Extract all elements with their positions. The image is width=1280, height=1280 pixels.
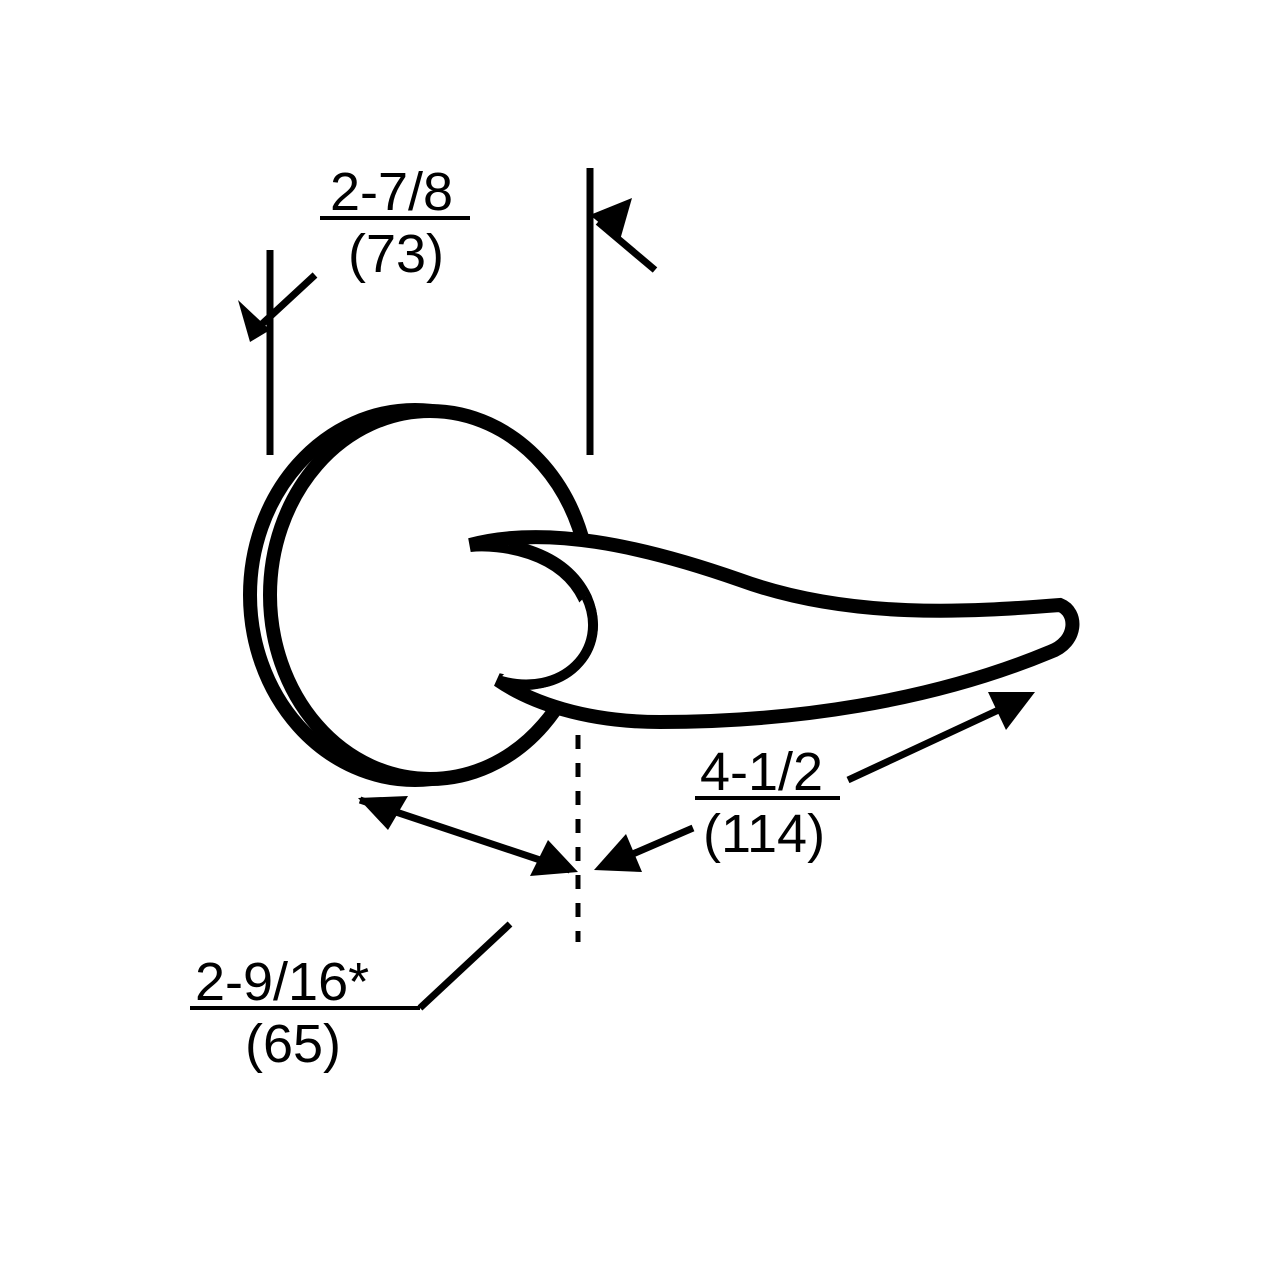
dim-lever-metric: (114): [703, 804, 825, 864]
dim-proj-metric: (65): [245, 1014, 341, 1074]
dim-rose-metric: (73): [348, 224, 444, 284]
dim-lever-imperial: 4-1/2: [700, 742, 823, 802]
proj-leader: [420, 924, 510, 1008]
lever-dim-right-line: [848, 700, 1020, 780]
dim-proj-imperial: 2-9/16*: [195, 952, 369, 1012]
lever-dimension-diagram: 2-7/8 (73) 2-9/16* (65) 4-1/2 (114): [0, 0, 1280, 1280]
dim-rose-imperial: 2-7/8: [330, 162, 453, 222]
rose-front: [270, 411, 590, 779]
